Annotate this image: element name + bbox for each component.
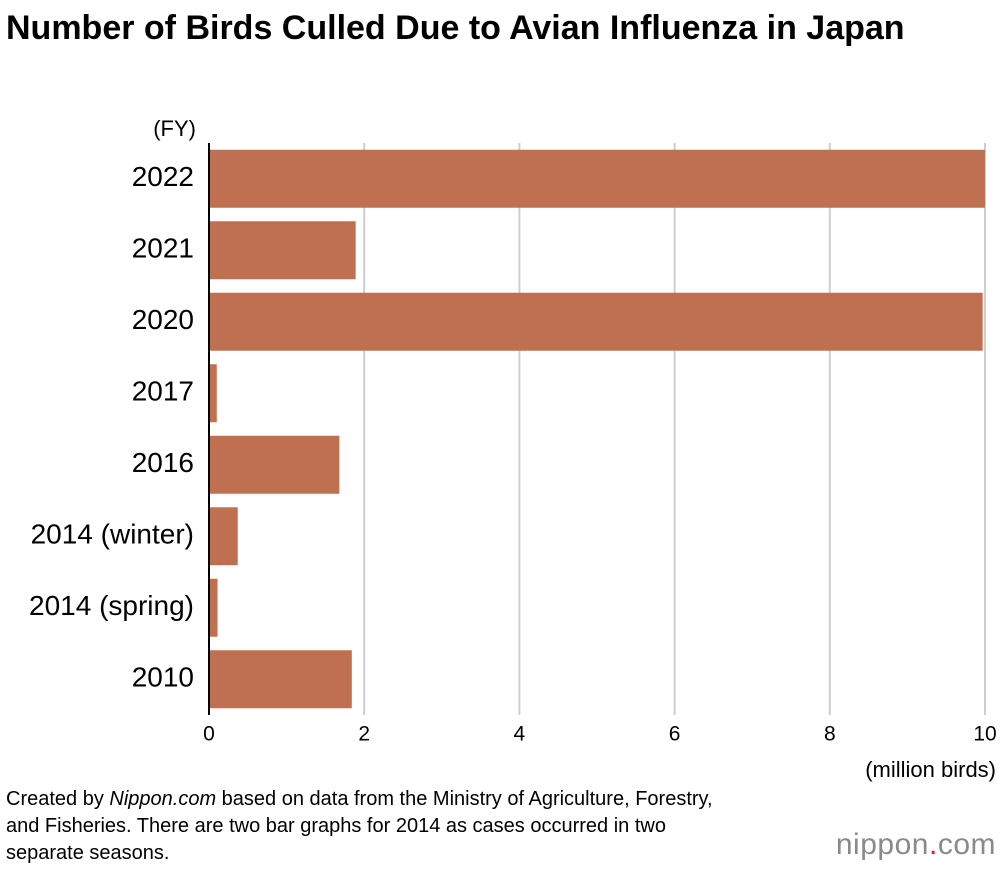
y-tick-label: 2017	[132, 376, 194, 407]
bar	[209, 292, 983, 351]
y-axis-label: (FY)	[153, 116, 196, 141]
logo-suffix: com	[937, 828, 996, 861]
y-tick-label: 2014 (spring)	[29, 590, 194, 621]
y-tick-label: 2010	[132, 662, 194, 693]
source-note: Created by Nippon.com based on data from…	[6, 786, 746, 867]
source-text: based on data from the Ministry of Agric…	[6, 788, 713, 864]
y-tick-label: 2022	[132, 161, 194, 192]
x-tick-label: 2	[358, 723, 370, 746]
source-prefix: Created by	[6, 788, 110, 810]
y-tick-label: 2014 (winter)	[31, 519, 194, 550]
x-tick-label: 0	[203, 723, 215, 746]
logo-name: nippon	[835, 828, 929, 861]
bar	[209, 507, 238, 566]
y-tick-label: 2016	[132, 447, 194, 478]
source-site: Nippon.com	[109, 788, 217, 810]
x-axis-label: (million birds)	[865, 757, 996, 782]
bar	[209, 149, 985, 208]
bar	[209, 364, 217, 423]
bar	[209, 650, 352, 709]
logo: nippon.com	[836, 828, 996, 862]
bar	[209, 221, 356, 280]
y-tick-label: 2021	[132, 233, 194, 264]
bar	[209, 435, 340, 494]
y-tick-label: 2020	[132, 304, 194, 335]
x-tick-label: 8	[824, 723, 836, 746]
x-tick-label: 4	[514, 723, 526, 746]
x-tick-label: 10	[973, 723, 996, 746]
chart-title: Number of Birds Culled Due to Avian Infl…	[6, 9, 905, 47]
logo-dot: .	[928, 828, 938, 861]
bar	[209, 578, 218, 637]
x-tick-label: 6	[669, 723, 681, 746]
